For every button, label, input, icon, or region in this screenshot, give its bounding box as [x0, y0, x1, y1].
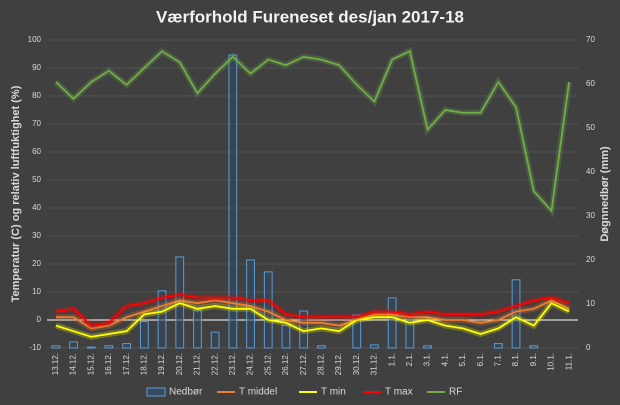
x-tick-label: 5.1.	[458, 353, 467, 366]
x-tick-label: 6.1.	[476, 353, 485, 366]
y-tick-label: 30	[32, 231, 41, 240]
y-tick-label: 40	[32, 203, 41, 212]
bar	[86, 346, 96, 349]
x-tick-label: 2.1.	[405, 353, 414, 366]
line	[55, 302, 570, 338]
bar	[529, 345, 539, 349]
y-tick-label: 60	[32, 147, 41, 156]
bar	[423, 345, 432, 349]
y2-tick-label: 70	[586, 35, 595, 44]
bar	[139, 321, 149, 349]
legend-label: T middel	[239, 387, 277, 398]
x-tick-label: 4.1.	[440, 353, 449, 366]
x-tick-label: 20.12.	[175, 353, 184, 375]
y-tick-label: 10	[32, 287, 41, 296]
y2-tick-label: 10	[586, 299, 595, 308]
x-tick-label: 31.12.	[370, 353, 379, 375]
x-tick-label: 30.12.	[352, 353, 361, 375]
legend-label: RF	[449, 387, 462, 398]
y-tick-label: 50	[32, 175, 41, 184]
x-tick-label: 1.1.	[387, 353, 396, 366]
x-tick-label: 18.12.	[139, 353, 148, 375]
x-tick-label: 19.12.	[157, 353, 166, 375]
y-tick-label: 0	[37, 315, 42, 324]
x-tick-label: 23.12.	[228, 353, 237, 375]
x-tick-label: 10.1.	[547, 353, 556, 371]
legend-label: T max	[385, 387, 413, 398]
y-tick-label: 70	[32, 119, 41, 128]
x-tick-label: 15.12.	[86, 353, 95, 375]
chart-title: Værforhold Fureneset des/jan 2017-18	[156, 7, 464, 26]
bar	[210, 331, 220, 349]
x-tick-label: 16.12.	[104, 353, 113, 375]
y2-axis-title: Døgnnedbør (mm)	[599, 146, 611, 242]
bar	[370, 344, 379, 349]
legend-label: Nedbør	[169, 387, 203, 398]
bar	[281, 324, 291, 349]
x-tick-label: 11.1.	[564, 353, 573, 370]
y-axis-title: Temperatur (C) og relativ luftfuktighet …	[10, 85, 22, 302]
y-tick-label: 90	[32, 63, 41, 72]
x-tick-label: 22.12.	[210, 353, 219, 375]
bar	[193, 309, 202, 349]
x-tick-label: 17.12.	[122, 353, 131, 375]
y-tick-label: 100	[28, 35, 42, 44]
y2-tick-label: 0	[586, 343, 591, 352]
bar	[228, 54, 238, 349]
line	[55, 299, 570, 330]
line	[55, 293, 570, 327]
legend-swatch	[146, 387, 166, 397]
x-tick-label: 8.1.	[511, 353, 520, 366]
x-tick-label: 24.12.	[246, 353, 255, 375]
x-tick-label: 27.12.	[299, 353, 308, 375]
x-tick-label: 3.1.	[423, 353, 432, 366]
bar	[316, 345, 326, 349]
legend-label: T min	[321, 387, 346, 398]
x-tick-label: 29.12.	[334, 353, 343, 375]
x-tick-label: 25.12.	[263, 353, 272, 375]
bar	[69, 341, 78, 349]
bar	[246, 259, 255, 349]
bar	[352, 314, 362, 349]
line	[55, 49, 570, 213]
y-tick-label: 20	[32, 259, 41, 268]
x-tick-label: 28.12.	[316, 353, 325, 375]
y2-tick-label: 40	[586, 167, 595, 176]
bar	[51, 345, 61, 349]
bar	[493, 343, 503, 349]
x-tick-label: 9.1.	[529, 353, 538, 366]
x-tick-label: 14.12.	[69, 353, 78, 375]
x-tick-label: 7.1.	[493, 353, 502, 366]
x-tick-label: 13.12.	[51, 353, 60, 375]
bar	[104, 345, 114, 349]
y-tick-label: -10	[29, 343, 41, 352]
y2-tick-label: 30	[586, 211, 595, 220]
y2-tick-label: 20	[586, 255, 595, 264]
x-tick-label: 26.12.	[281, 353, 290, 375]
bar	[157, 290, 167, 349]
bar	[387, 297, 397, 349]
bar	[122, 343, 132, 349]
y2-tick-label: 60	[586, 79, 595, 88]
y-tick-label: 80	[32, 91, 41, 100]
bar	[405, 319, 415, 349]
y2-tick-label: 50	[586, 123, 595, 132]
x-tick-label: 21.12.	[193, 353, 202, 375]
